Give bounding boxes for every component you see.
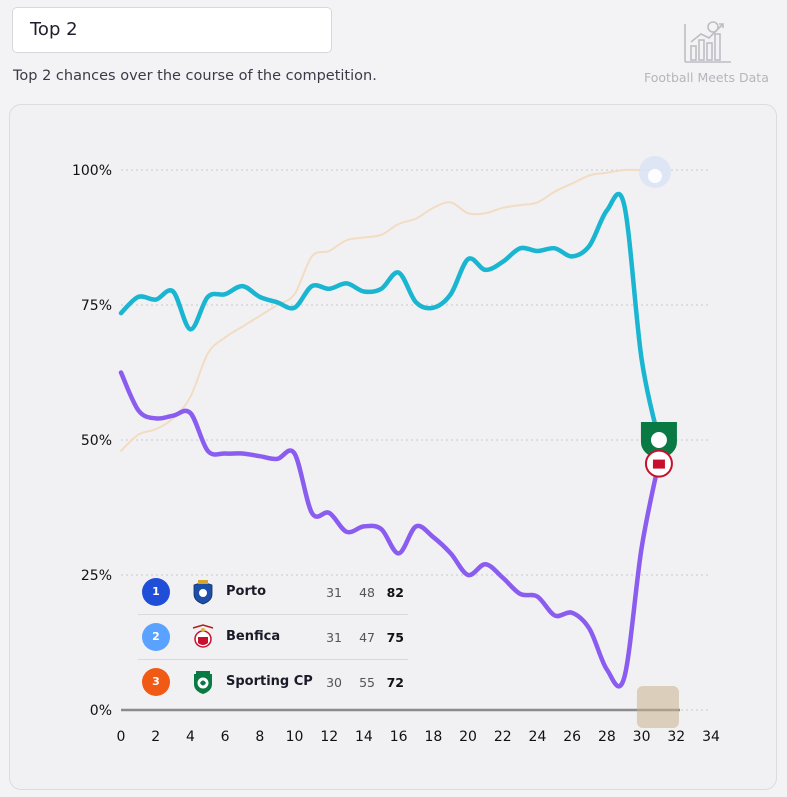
x-tick-label: 16 bbox=[390, 729, 408, 745]
faded-crest-icon bbox=[636, 686, 679, 728]
team-name: Sporting CP bbox=[226, 674, 313, 689]
x-tick-label: 10 bbox=[286, 729, 304, 745]
played-value: 30 bbox=[326, 675, 342, 690]
played-value: 31 bbox=[326, 585, 342, 600]
points-value: 72 bbox=[386, 675, 404, 690]
sporting-crest-icon bbox=[194, 671, 212, 694]
goal-difference-value: 55 bbox=[359, 675, 375, 690]
series-line-sporting-cp bbox=[118, 191, 662, 443]
porto-end-marker-inner bbox=[647, 169, 662, 183]
points-value: 75 bbox=[386, 630, 404, 645]
porto-crest-icon bbox=[193, 580, 213, 605]
x-tick-label: 2 bbox=[151, 729, 160, 745]
goal-difference-value: 48 bbox=[359, 585, 375, 600]
team-name: Porto bbox=[226, 584, 267, 599]
x-tick-label: 4 bbox=[186, 729, 195, 745]
x-tick-label: 6 bbox=[221, 729, 230, 745]
y-tick-label: 0% bbox=[90, 703, 112, 719]
x-tick-label: 24 bbox=[529, 729, 547, 745]
sporting-end-marker-inner bbox=[650, 432, 667, 448]
benfica-crest-icon bbox=[192, 624, 214, 648]
y-tick-label: 25% bbox=[81, 568, 112, 584]
y-tick-label: 75% bbox=[81, 298, 112, 314]
x-tick-label: 30 bbox=[633, 729, 651, 745]
rank-badge: 3 bbox=[142, 668, 170, 696]
legend-row-porto: 1 Porto 31 48 82 bbox=[138, 570, 408, 615]
football-meets-data-logo-icon bbox=[684, 21, 731, 63]
x-tick-label: 22 bbox=[494, 729, 512, 745]
legend-row-benfica: 2 Benfica 31 47 75 bbox=[138, 615, 408, 660]
chart-title: Top 2 bbox=[30, 19, 78, 40]
rank-badge: 2 bbox=[142, 623, 170, 651]
title-box[interactable]: Top 2 bbox=[12, 7, 332, 53]
x-tick-label: 8 bbox=[255, 729, 264, 745]
rank-badge: 1 bbox=[142, 578, 170, 606]
series-line-porto bbox=[120, 168, 660, 452]
x-tick-label: 34 bbox=[702, 729, 720, 745]
chart-subtitle: Top 2 chances over the course of the com… bbox=[13, 68, 377, 84]
x-tick-label: 12 bbox=[320, 729, 338, 745]
series-line-benfica bbox=[118, 370, 662, 689]
x-tick-label: 0 bbox=[117, 729, 126, 745]
team-name: Benfica bbox=[226, 629, 281, 644]
y-tick-label: 100% bbox=[72, 163, 112, 179]
x-tick-label: 18 bbox=[424, 729, 442, 745]
brand-name: Football Meets Data bbox=[644, 70, 769, 85]
benfica-end-marker-inner bbox=[652, 459, 665, 469]
x-tick-label: 32 bbox=[667, 729, 685, 745]
points-value: 82 bbox=[386, 585, 404, 600]
x-tick-label: 28 bbox=[598, 729, 616, 745]
goal-difference-value: 47 bbox=[359, 630, 375, 645]
x-tick-label: 26 bbox=[563, 729, 581, 745]
standings-legend: 1 Porto 31 48 82 2 Benfica 31 47 75 3 bbox=[138, 570, 408, 704]
legend-row-sporting: 3 Sporting CP 30 55 72 bbox=[138, 660, 408, 704]
y-tick-label: 50% bbox=[81, 433, 112, 449]
x-tick-label: 20 bbox=[459, 729, 477, 745]
played-value: 31 bbox=[326, 630, 342, 645]
x-tick-label: 14 bbox=[355, 729, 373, 745]
